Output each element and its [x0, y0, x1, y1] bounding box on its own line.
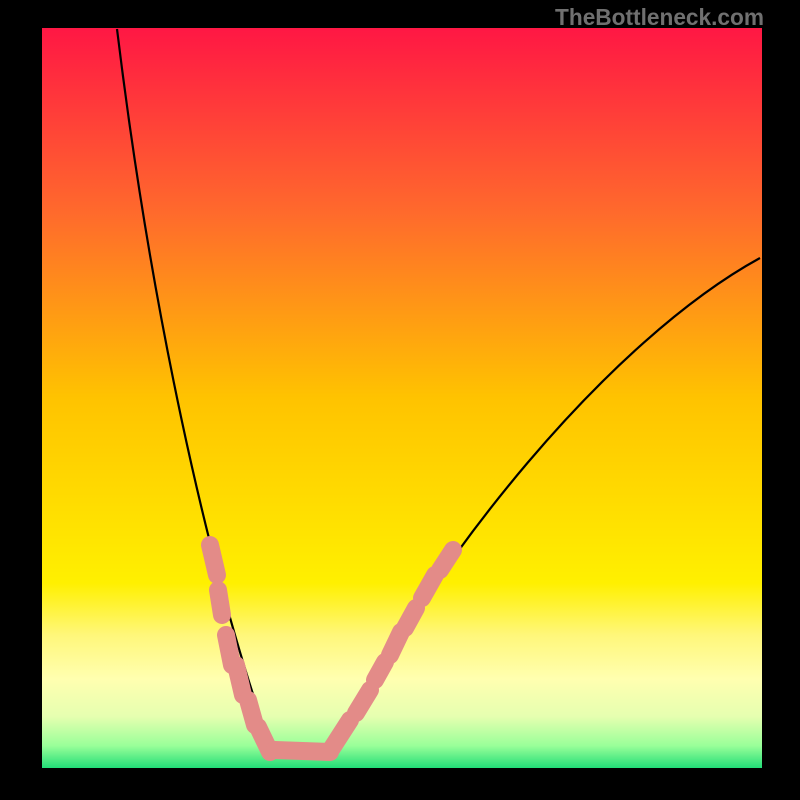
marker-capsule	[332, 720, 350, 748]
marker-capsule	[218, 590, 222, 615]
bottleneck-curve	[117, 29, 760, 756]
marker-capsule	[275, 750, 330, 752]
marker-capsule	[356, 690, 370, 713]
marker-capsule	[210, 545, 217, 575]
marker-capsule	[390, 632, 401, 655]
marker-capsule	[440, 550, 453, 570]
marker-capsule	[375, 662, 385, 680]
marker-group	[210, 545, 453, 752]
marker-capsule	[422, 575, 435, 598]
marker-capsule	[405, 608, 416, 628]
chart-frame: TheBottleneck.com	[0, 0, 800, 800]
marker-capsule	[236, 665, 243, 695]
curve-layer	[0, 0, 800, 800]
